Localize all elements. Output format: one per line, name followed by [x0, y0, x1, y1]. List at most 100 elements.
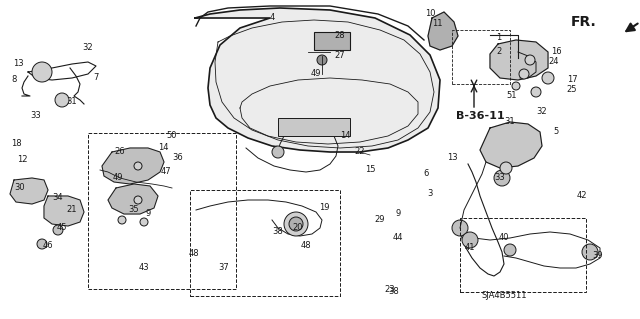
Polygon shape: [44, 196, 84, 226]
Text: 48: 48: [301, 241, 311, 250]
Circle shape: [512, 82, 520, 90]
Text: 2: 2: [497, 48, 502, 56]
Polygon shape: [195, 8, 440, 152]
Text: 38: 38: [273, 227, 284, 236]
Text: 50: 50: [167, 130, 177, 139]
Text: 42: 42: [577, 191, 588, 201]
Circle shape: [53, 225, 63, 235]
Text: 35: 35: [129, 205, 140, 214]
Text: 9: 9: [396, 209, 401, 218]
Circle shape: [500, 162, 512, 174]
Circle shape: [284, 212, 308, 236]
Text: 31: 31: [67, 98, 77, 107]
Text: 15: 15: [365, 166, 375, 174]
Text: 32: 32: [537, 108, 547, 116]
Text: 41: 41: [465, 243, 476, 253]
Circle shape: [519, 69, 529, 79]
Text: 40: 40: [499, 234, 509, 242]
Circle shape: [289, 217, 303, 231]
Text: 36: 36: [173, 153, 184, 162]
Text: 21: 21: [67, 205, 77, 214]
Polygon shape: [480, 122, 542, 168]
Bar: [88, 133, 236, 289]
Text: 43: 43: [139, 263, 149, 272]
Text: 25: 25: [567, 85, 577, 94]
Text: 13: 13: [13, 58, 23, 68]
Text: 31: 31: [505, 117, 515, 127]
Text: 29: 29: [375, 216, 385, 225]
Text: 34: 34: [52, 194, 63, 203]
Text: SJA4B5511: SJA4B5511: [481, 292, 527, 300]
Text: 17: 17: [566, 76, 577, 85]
Bar: [314, 32, 350, 50]
Text: 6: 6: [423, 168, 429, 177]
Text: 10: 10: [425, 10, 435, 19]
Text: 47: 47: [161, 167, 172, 176]
Text: 30: 30: [15, 183, 26, 192]
Circle shape: [134, 196, 142, 204]
Circle shape: [140, 218, 148, 226]
Text: 39: 39: [593, 251, 604, 261]
Text: 38: 38: [388, 287, 399, 296]
Text: 12: 12: [17, 155, 28, 165]
Text: 9: 9: [145, 209, 150, 218]
Text: 33: 33: [31, 112, 42, 121]
Text: 7: 7: [93, 72, 99, 81]
Text: 16: 16: [550, 48, 561, 56]
Polygon shape: [428, 12, 458, 50]
Text: 19: 19: [319, 204, 329, 212]
Text: 26: 26: [115, 147, 125, 157]
Text: 14: 14: [340, 131, 350, 140]
Bar: [278, 118, 350, 136]
Polygon shape: [10, 178, 48, 204]
Text: B-36-11: B-36-11: [456, 111, 504, 121]
Text: 8: 8: [12, 76, 17, 85]
Text: 24: 24: [548, 57, 559, 66]
Text: 37: 37: [219, 263, 229, 272]
Text: 27: 27: [335, 51, 346, 61]
Text: 13: 13: [447, 153, 458, 162]
Circle shape: [118, 216, 126, 224]
Circle shape: [317, 55, 327, 65]
Text: 1: 1: [497, 33, 502, 42]
Text: 18: 18: [11, 139, 21, 149]
Circle shape: [134, 162, 142, 170]
Polygon shape: [102, 148, 164, 184]
Text: 32: 32: [83, 43, 93, 53]
Text: 11: 11: [432, 19, 442, 28]
Bar: [460, 218, 586, 292]
Polygon shape: [490, 40, 548, 80]
Circle shape: [504, 244, 516, 256]
Text: 44: 44: [393, 234, 403, 242]
Text: 28: 28: [335, 32, 346, 41]
Circle shape: [531, 87, 541, 97]
Text: 5: 5: [554, 127, 559, 136]
Text: 49: 49: [311, 70, 321, 78]
Text: 20: 20: [292, 224, 303, 233]
Circle shape: [452, 220, 468, 236]
Circle shape: [542, 72, 554, 84]
Circle shape: [32, 62, 52, 82]
Text: 14: 14: [157, 144, 168, 152]
Text: 33: 33: [495, 174, 506, 182]
Circle shape: [525, 55, 535, 65]
Text: 46: 46: [43, 241, 53, 250]
Bar: [190, 190, 340, 296]
Circle shape: [462, 232, 478, 248]
Text: 45: 45: [57, 224, 67, 233]
Text: 48: 48: [189, 249, 199, 258]
Circle shape: [494, 170, 510, 186]
Circle shape: [582, 244, 598, 260]
Text: 51: 51: [507, 92, 517, 100]
Circle shape: [55, 93, 69, 107]
Polygon shape: [108, 184, 158, 214]
Text: 22: 22: [355, 147, 365, 157]
Bar: [452, 30, 510, 84]
Text: FR.: FR.: [570, 15, 596, 29]
Text: 49: 49: [113, 174, 124, 182]
Circle shape: [272, 146, 284, 158]
Text: 4: 4: [269, 13, 275, 23]
Circle shape: [37, 239, 47, 249]
Text: 3: 3: [428, 189, 433, 197]
Text: 23: 23: [385, 286, 396, 294]
